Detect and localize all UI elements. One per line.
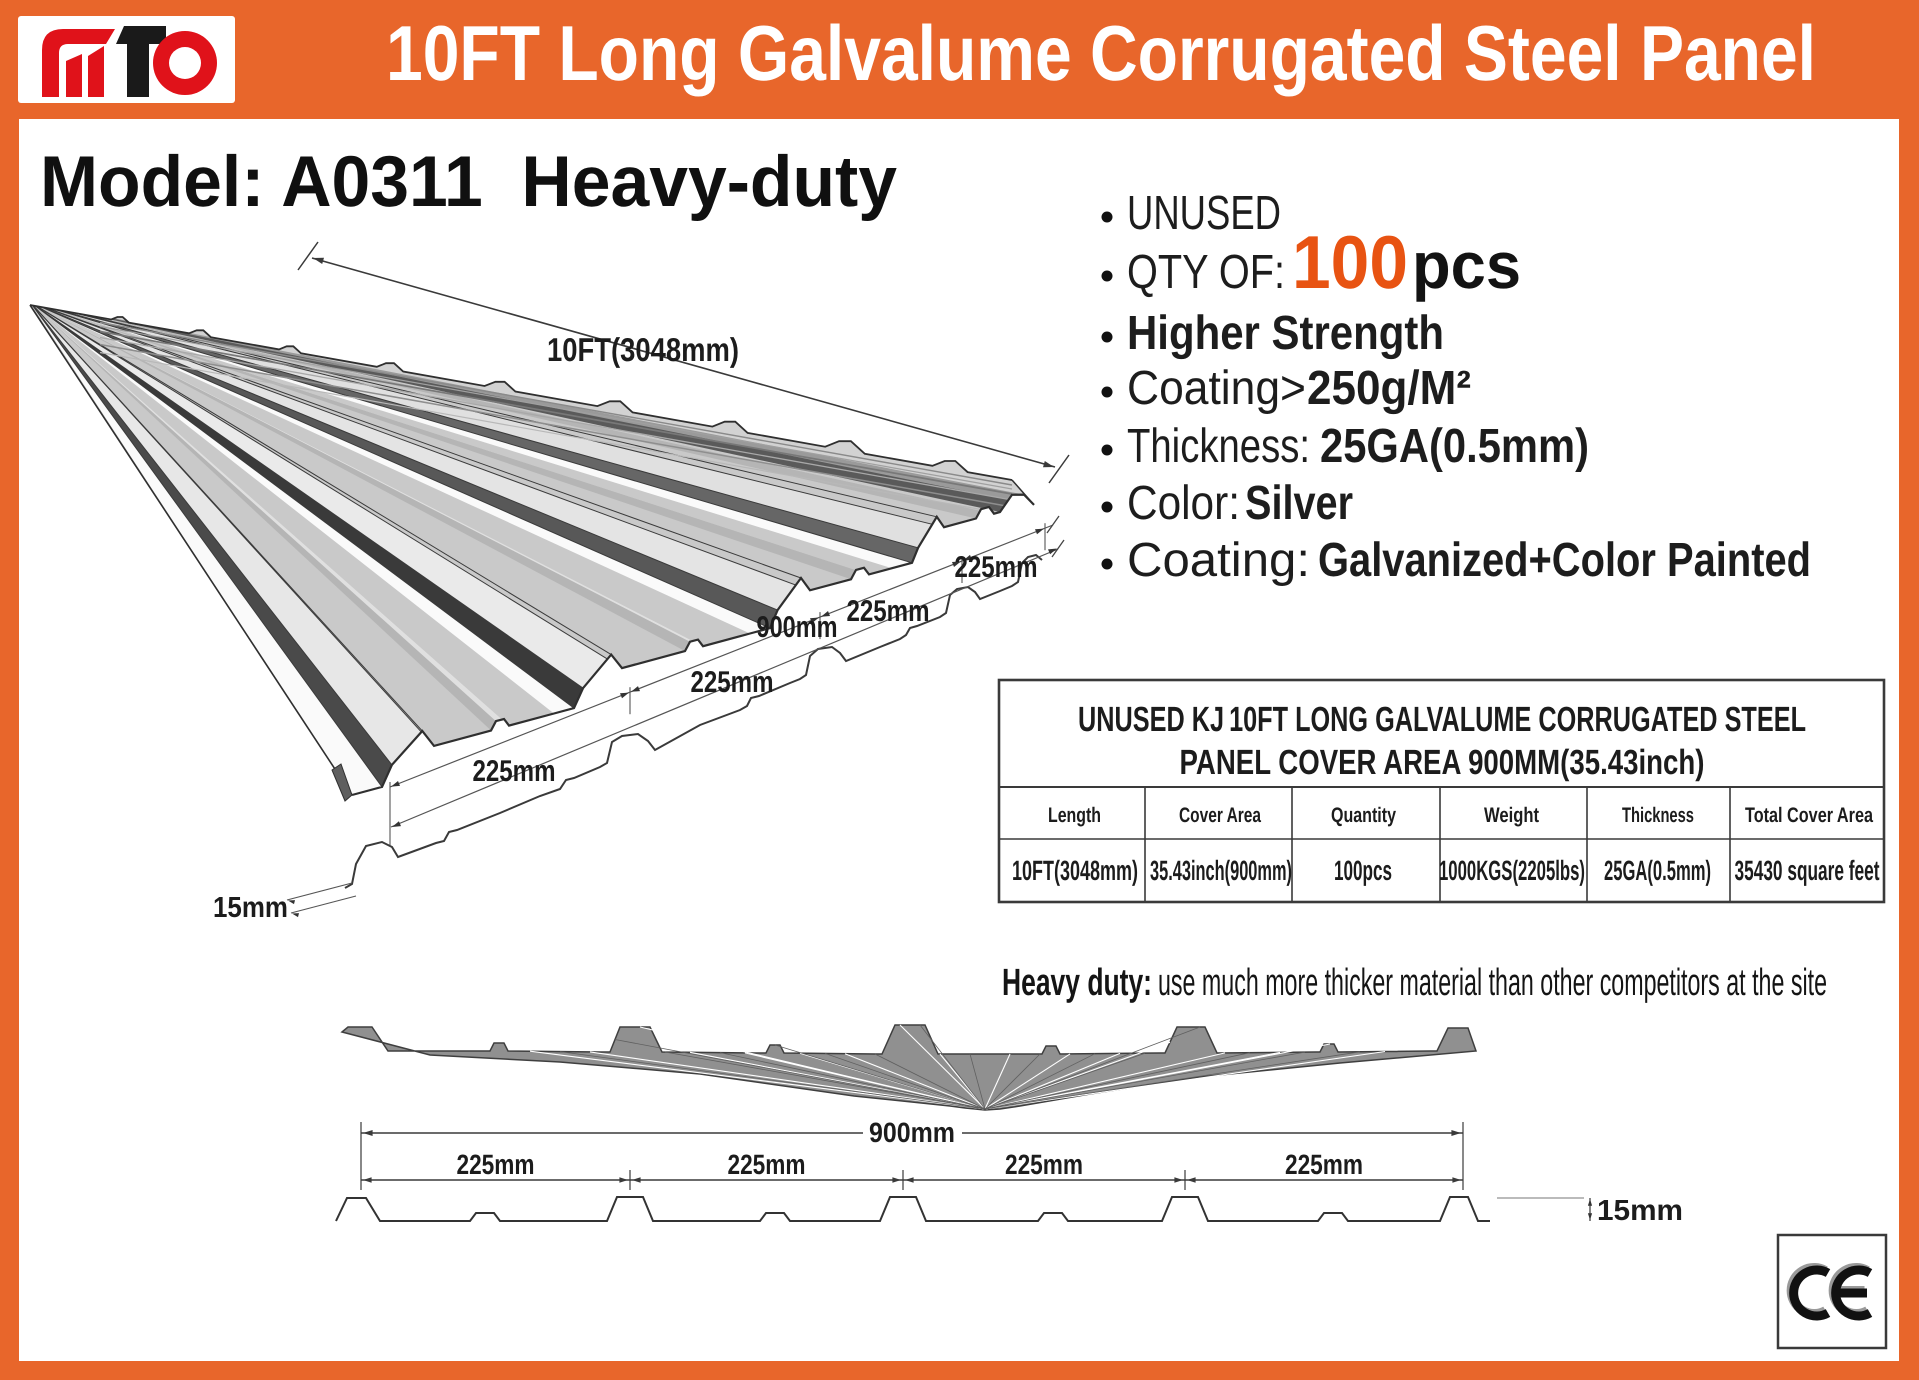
svg-text:pcs: pcs (1412, 228, 1521, 302)
svg-text:Color:: Color: (1127, 477, 1240, 530)
svg-text:UNUSED KJ 10FT LONG GALVALUME: UNUSED KJ 10FT LONG GALVALUME CORRUGATED… (1078, 700, 1806, 739)
svg-text:225mm: 225mm (457, 1149, 535, 1180)
svg-text:100pcs: 100pcs (1334, 855, 1392, 886)
svg-text:25GA(0.5mm): 25GA(0.5mm) (1604, 855, 1711, 886)
svg-text:225mm: 225mm (728, 1149, 806, 1180)
svg-text:Model: A0311 Heavy-duty: Model: A0311 Heavy-duty (40, 142, 897, 222)
svg-text:Length: Length (1048, 804, 1101, 827)
svg-text:225mm: 225mm (1285, 1149, 1363, 1180)
svg-text:225mm: 225mm (691, 666, 774, 699)
svg-text:15mm: 15mm (1597, 1195, 1683, 1227)
svg-text:Weight: Weight (1484, 804, 1539, 827)
svg-text:QTY OF:: QTY OF: (1127, 246, 1285, 299)
svg-text:Heavy duty:: Heavy duty: (1002, 962, 1152, 1004)
svg-text:100: 100 (1292, 220, 1408, 304)
svg-text:1000KGS(2205lbs): 1000KGS(2205lbs) (1439, 855, 1585, 886)
svg-text:25GA(0.5mm): 25GA(0.5mm) (1320, 420, 1589, 473)
svg-text:900mm: 900mm (869, 1117, 955, 1148)
svg-text:900mm: 900mm (757, 611, 838, 644)
svg-text:Thickness:: Thickness: (1127, 420, 1310, 473)
svg-text:15mm: 15mm (213, 892, 288, 924)
svg-text:Coating:: Coating: (1127, 534, 1310, 587)
svg-text:Higher Strength: Higher Strength (1127, 307, 1444, 360)
svg-text:10FT Long Galvalume Corrugated: 10FT Long Galvalume Corrugated Steel Pan… (386, 9, 1816, 97)
svg-text:Silver: Silver (1245, 477, 1353, 530)
svg-text:225mm: 225mm (955, 551, 1038, 584)
svg-text:Thickness: Thickness (1622, 804, 1694, 827)
svg-text:35.43inch(900mm): 35.43inch(900mm) (1150, 855, 1292, 886)
svg-text:225mm: 225mm (847, 595, 930, 628)
svg-text:225mm: 225mm (1005, 1149, 1083, 1180)
svg-text:225mm: 225mm (473, 755, 556, 788)
svg-text:10FT(3048mm): 10FT(3048mm) (547, 331, 739, 368)
svg-text:250g/M²: 250g/M² (1307, 362, 1471, 415)
svg-text:Galvanized+Color Painted: Galvanized+Color Painted (1318, 534, 1811, 587)
svg-text:PANEL COVER AREA 900MM(35.43in: PANEL COVER AREA 900MM(35.43inch) (1180, 743, 1705, 782)
svg-text:use much more thicker material: use much more thicker material than othe… (1158, 962, 1827, 1004)
svg-text:Cover Area: Cover Area (1179, 804, 1261, 827)
svg-text:UNUSED: UNUSED (1127, 187, 1281, 240)
svg-text:Quantity: Quantity (1331, 804, 1396, 827)
svg-text:Coating>: Coating> (1127, 362, 1306, 415)
svg-text:Total Cover Area: Total Cover Area (1745, 804, 1873, 827)
svg-text:35430 square feet: 35430 square feet (1735, 855, 1880, 886)
svg-text:10FT(3048mm): 10FT(3048mm) (1012, 855, 1138, 886)
